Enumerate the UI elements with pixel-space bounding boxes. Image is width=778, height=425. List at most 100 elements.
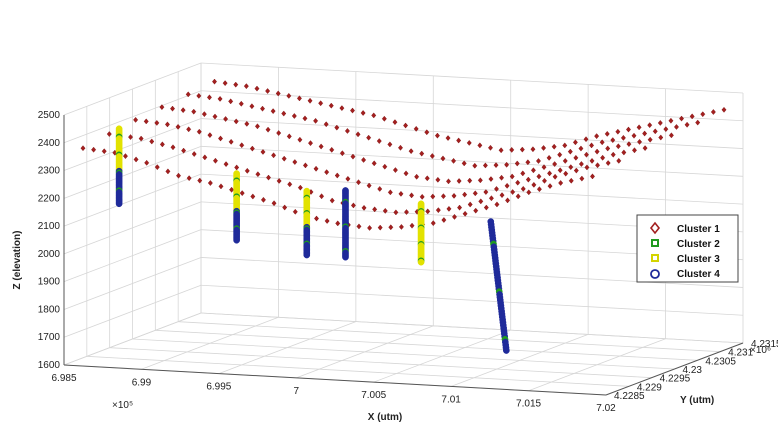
cluster-1-point: [223, 161, 229, 168]
cluster-1-point: [287, 181, 293, 188]
cluster-1-point: [281, 110, 287, 117]
cluster-1-point: [413, 125, 419, 132]
cluster-1-point: [185, 91, 191, 98]
legend-label-cluster-2: Cluster 2: [677, 239, 720, 250]
cluster-1-point: [467, 201, 473, 208]
cluster-1-point: [631, 132, 637, 139]
cluster-1-point: [392, 167, 398, 173]
cluster-1-point: [376, 138, 382, 144]
cluster-1-point: [207, 180, 213, 186]
cluster-1-point: [536, 158, 541, 164]
cluster-1-point: [557, 167, 563, 174]
cluster-1-point: [419, 193, 425, 200]
cluster-1-point: [541, 145, 547, 151]
cluster-4-point: [342, 253, 349, 261]
cluster-1-point: [398, 224, 404, 230]
floor-gridline: [155, 329, 698, 361]
cluster-1-point: [249, 103, 255, 110]
cluster-1-point: [313, 117, 319, 124]
cluster-1-point: [636, 124, 642, 131]
cluster-1-point: [276, 130, 282, 136]
cluster-1-point: [642, 145, 648, 152]
cluster-1-point: [292, 159, 298, 165]
legend-marker-cluster-1: [649, 221, 661, 235]
x-axis-label: X (utm): [368, 412, 402, 423]
cluster-1-point: [551, 143, 557, 150]
cluster-1-point: [430, 220, 436, 227]
cluster-1-point: [462, 191, 468, 198]
cluster-1-point: [509, 173, 515, 180]
cluster-1-point: [372, 206, 378, 213]
cluster-1-point: [319, 193, 325, 200]
x-tick-label: 6.985: [51, 373, 76, 384]
cluster-1-point: [488, 176, 494, 182]
z-tick-label: 2000: [38, 249, 61, 260]
cluster-1-point: [239, 142, 245, 149]
cluster-1-point: [335, 220, 341, 227]
cluster-1-point: [599, 139, 605, 146]
cluster-1-point: [202, 154, 208, 161]
x-tick-label: 6.995: [206, 382, 231, 393]
cluster-1-point: [186, 175, 192, 182]
cluster-1-point: [472, 162, 478, 169]
cluster-1-point: [106, 131, 112, 137]
cluster-1-point: [165, 168, 171, 175]
cluster-1-point: [451, 157, 457, 164]
cluster-1-point: [371, 160, 377, 167]
cluster-1-point: [452, 213, 457, 220]
floor-gridline: [86, 355, 629, 387]
cluster-1-point: [328, 102, 334, 109]
cluster-1-point: [196, 92, 202, 99]
cluster-1-point: [632, 147, 637, 154]
cluster-1-point: [356, 223, 362, 230]
legend-item-cluster-3: Cluster 3: [651, 254, 720, 265]
x-tick-label: 7: [294, 386, 300, 397]
back-wall-gridline: [200, 145, 744, 177]
cluster-1-point: [250, 193, 256, 200]
cluster-1-point: [271, 200, 277, 207]
cluster-1-point: [404, 209, 409, 215]
cluster-1-point: [339, 150, 345, 157]
cluster-1-point: [568, 177, 574, 184]
back-wall-gridline: [200, 90, 744, 122]
cluster-1-point: [477, 142, 483, 149]
cluster-1-point: [525, 176, 531, 183]
cluster-1-point: [668, 132, 674, 139]
cluster-1-point: [435, 176, 441, 183]
cluster-1-point: [568, 164, 574, 171]
z-tick-label: 2400: [38, 138, 61, 149]
cluster-1-point: [282, 204, 288, 211]
legend-label-cluster-1: Cluster 1: [677, 224, 720, 235]
cluster-1-point: [558, 180, 564, 186]
cluster-1-point: [567, 148, 573, 155]
cluster-1-point: [254, 123, 260, 130]
cluster-1-point: [647, 122, 653, 129]
cluster-1-point: [525, 159, 531, 166]
cluster-1-point: [243, 83, 249, 90]
cluster-1-point: [642, 130, 648, 137]
x-axis-line: [63, 364, 607, 396]
cluster-1-point: [419, 150, 425, 157]
cluster-1-point: [615, 128, 621, 135]
cluster-1-point: [356, 179, 361, 186]
cluster-1-point: [154, 120, 160, 126]
cluster-1-point: [578, 145, 584, 152]
cluster-1-point: [371, 112, 377, 119]
y-axis-label: Y (utm): [680, 395, 714, 406]
cluster-1-point: [212, 157, 218, 164]
cluster-1-point: [398, 144, 403, 151]
cluster-1-point: [536, 186, 542, 193]
cluster-1-point: [547, 170, 553, 177]
cluster-1-point: [626, 126, 631, 133]
cluster-1-point: [361, 204, 367, 211]
cluster-1-point: [133, 116, 139, 123]
cluster-1-point: [589, 142, 595, 149]
cluster-1-point: [388, 224, 394, 231]
cluster-1-point: [515, 193, 521, 200]
cluster-1-point: [334, 172, 340, 179]
cluster-1-point: [494, 186, 499, 192]
y-axis-line: [605, 342, 744, 396]
cluster-1-point: [377, 224, 383, 231]
cluster-1-point: [361, 157, 367, 163]
cluster-1-point: [435, 207, 441, 214]
